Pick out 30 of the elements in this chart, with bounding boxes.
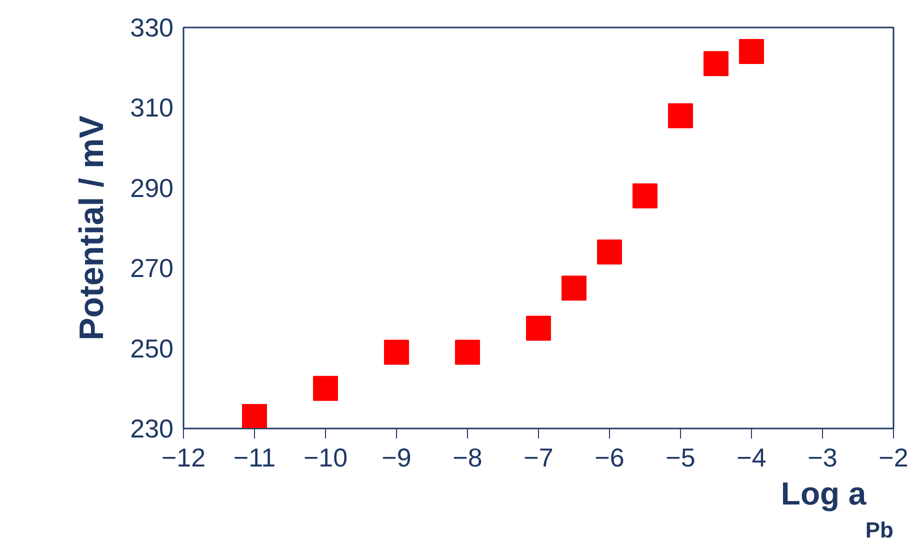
x-axis-title: Log aPb bbox=[780, 476, 894, 542]
x-tick-label: −10 bbox=[303, 442, 348, 472]
x-tick-label: −4 bbox=[736, 442, 766, 472]
y-tick-label: 270 bbox=[130, 253, 174, 284]
point bbox=[384, 340, 409, 365]
point bbox=[562, 276, 586, 301]
point bbox=[597, 240, 622, 265]
point bbox=[526, 316, 551, 341]
point bbox=[704, 51, 728, 76]
x-tick-label: −7 bbox=[524, 442, 554, 472]
y-tick-label: 230 bbox=[130, 414, 174, 444]
y-tick-label: 330 bbox=[130, 12, 174, 42]
x-tick-label: −8 bbox=[452, 442, 482, 472]
point bbox=[242, 404, 267, 428]
x-tick-label: −5 bbox=[666, 442, 696, 472]
x-tick-label: −12 bbox=[161, 442, 206, 472]
x-tick-label: −3 bbox=[808, 442, 838, 472]
x-tick-label: −9 bbox=[382, 442, 412, 472]
point bbox=[632, 183, 658, 208]
x-tick-label: −11 bbox=[233, 442, 276, 472]
y-tick-label: 310 bbox=[130, 92, 174, 123]
point bbox=[668, 103, 693, 128]
y-axis-title: Potential / mV bbox=[73, 115, 112, 340]
x-tick-label: −6 bbox=[594, 442, 624, 472]
y-tick-label: 250 bbox=[130, 333, 174, 364]
point bbox=[455, 340, 480, 365]
y-tick-label: 290 bbox=[130, 172, 174, 203]
x-tick-label: −2 bbox=[878, 442, 908, 472]
point bbox=[313, 376, 338, 401]
point bbox=[739, 39, 764, 64]
